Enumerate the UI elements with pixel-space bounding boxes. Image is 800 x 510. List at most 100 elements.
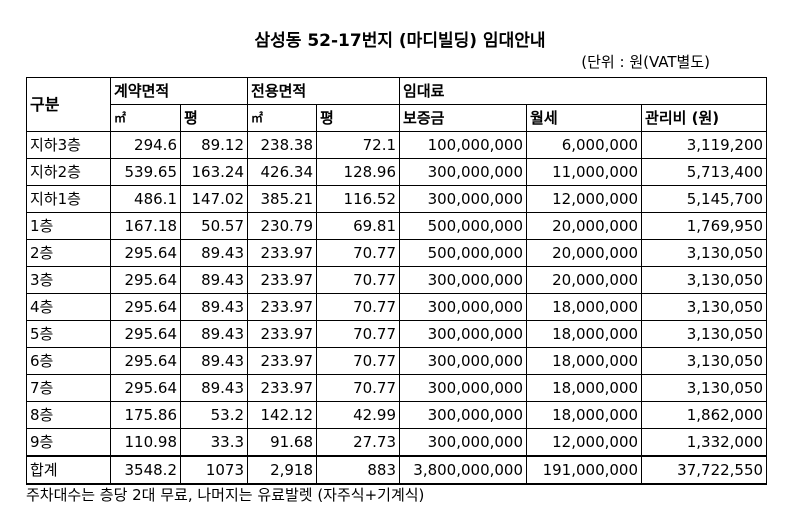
cell-monthly-rent: 11,000,000: [526, 158, 643, 186]
cell-contract-m2: 175.86: [110, 401, 181, 429]
cell-monthly-rent: 20,000,000: [526, 212, 643, 240]
header-row-groups: 구분 계약면적 전용면적 임대료: [26, 77, 768, 132]
header-management-fee: 관리비 (원): [641, 104, 768, 132]
table-row: 지하3층 294.6 89.12 238.38 72.1 100,000,000 6,000…: [26, 131, 768, 159]
cell-exclusive-m2: 233.97: [247, 266, 318, 294]
cell-exclusive-m2: 2,918: [247, 455, 318, 485]
cell-management-fee: 3,130,050: [641, 293, 768, 321]
cell-contract-pyeong: 50.57: [179, 212, 249, 240]
cell-management-fee: 5,713,400: [641, 158, 768, 186]
cell-floor: 2층: [26, 239, 111, 267]
cell-exclusive-pyeong: 69.81: [316, 212, 401, 240]
cell-deposit: 300,000,000: [399, 266, 528, 294]
cell-floor: 지하2층: [26, 158, 111, 186]
cell-contract-m2: 295.64: [110, 239, 181, 267]
cell-contract-pyeong: 89.43: [179, 293, 249, 321]
cell-contract-m2: 295.64: [110, 266, 181, 294]
cell-contract-pyeong: 89.43: [179, 266, 249, 294]
cell-exclusive-pyeong: 70.77: [316, 239, 401, 267]
cell-contract-pyeong: 147.02: [179, 185, 249, 213]
header-exclusive-area: 전용면적: [247, 77, 401, 105]
table-row: 7층 295.64 89.43 233.97 70.77 300,000,000 18,00…: [26, 374, 768, 402]
cell-deposit: 300,000,000: [399, 293, 528, 321]
header-contract-m2: ㎡: [110, 104, 181, 132]
cell-contract-m2: 3548.2: [110, 455, 181, 485]
cell-deposit: 300,000,000: [399, 158, 528, 186]
cell-floor: 9층: [26, 428, 111, 457]
cell-contract-m2: 295.64: [110, 293, 181, 321]
cell-floor: 6층: [26, 347, 111, 375]
cell-exclusive-pyeong: 883: [316, 455, 401, 485]
cell-deposit: 300,000,000: [399, 185, 528, 213]
cell-contract-m2: 486.1: [110, 185, 181, 213]
header-contract-area: 계약면적: [109, 77, 249, 105]
cell-management-fee: 3,130,050: [641, 239, 768, 267]
cell-contract-pyeong: 89.43: [179, 239, 249, 267]
cell-management-fee: 3,130,050: [641, 320, 768, 348]
cell-exclusive-m2: 385.21: [247, 185, 318, 213]
total-row: 합계 3548.2 1073 2,918 883 3,800,000,000 191,000…: [26, 455, 768, 485]
table-row: 5층 295.64 89.43 233.97 70.77 300,000,000 18,00…: [26, 320, 768, 348]
header-exclusive-pyeong: 평: [316, 104, 401, 132]
cell-monthly-rent: 18,000,000: [526, 374, 643, 402]
cell-exclusive-pyeong: 70.77: [316, 320, 401, 348]
cell-exclusive-m2: 233.97: [247, 347, 318, 375]
cell-monthly-rent: 20,000,000: [526, 266, 643, 294]
cell-management-fee: 3,130,050: [641, 347, 768, 375]
cell-contract-m2: 167.18: [110, 212, 181, 240]
cell-floor: 합계: [26, 455, 111, 485]
cell-management-fee: 1,769,950: [641, 212, 768, 240]
header-row-units: ㎡ 평 ㎡ 평 보증금 월세 관리비 (원): [27, 104, 768, 132]
cell-management-fee: 3,119,200: [641, 131, 768, 159]
table-row: 3층 295.64 89.43 233.97 70.77 300,000,000 20,00…: [26, 266, 768, 294]
cell-exclusive-m2: 233.97: [247, 239, 318, 267]
cell-monthly-rent: 18,000,000: [526, 320, 643, 348]
cell-monthly-rent: 6,000,000: [526, 131, 643, 159]
cell-deposit: 500,000,000: [399, 239, 528, 267]
cell-monthly-rent: 12,000,000: [526, 428, 643, 457]
cell-floor: 5층: [26, 320, 111, 348]
cell-floor: 지하1층: [26, 185, 111, 213]
cell-management-fee: 37,722,550: [641, 455, 768, 485]
cell-exclusive-pyeong: 27.73: [316, 428, 401, 457]
header-monthly-rent: 월세: [526, 104, 643, 132]
cell-exclusive-pyeong: 128.96: [316, 158, 401, 186]
unit-note: (단위 : 원(VAT별도): [581, 53, 710, 71]
cell-deposit: 300,000,000: [399, 401, 528, 429]
cell-contract-m2: 295.64: [110, 374, 181, 402]
cell-deposit: 300,000,000: [399, 428, 528, 457]
cell-monthly-rent: 18,000,000: [526, 293, 643, 321]
lease-table: 구분 계약면적 전용면적 임대료 ㎡ 평 ㎡ 평 보증금 월세 관리비 (원) …: [26, 77, 768, 485]
table-row: 4층 295.64 89.43 233.97 70.77 300,000,000 18,00…: [26, 293, 768, 321]
page-title: 삼성동 52-17번지 (마디빌딩) 임대안내: [254, 31, 546, 51]
cell-contract-pyeong: 89.12: [179, 131, 249, 159]
cell-floor: 1층: [26, 212, 111, 240]
cell-deposit: 300,000,000: [399, 347, 528, 375]
cell-deposit: 300,000,000: [399, 374, 528, 402]
table-row: 지하1층 486.1 147.02 385.21 116.52 300,000,000 12…: [26, 185, 768, 213]
cell-management-fee: 3,130,050: [641, 266, 768, 294]
cell-contract-m2: 295.64: [110, 320, 181, 348]
cell-exclusive-m2: 426.34: [247, 158, 318, 186]
cell-floor: 3층: [26, 266, 111, 294]
cell-floor: 7층: [26, 374, 111, 402]
cell-monthly-rent: 18,000,000: [526, 401, 643, 429]
cell-contract-pyeong: 1073: [179, 455, 249, 485]
cell-contract-pyeong: 89.43: [179, 320, 249, 348]
header-contract-pyeong: 평: [179, 104, 249, 132]
table-row: 8층 175.86 53.2 142.12 42.99 300,000,000 18,000…: [26, 401, 768, 429]
header-rent: 임대료: [399, 77, 768, 105]
cell-exclusive-pyeong: 70.77: [316, 374, 401, 402]
cell-floor: 8층: [26, 401, 111, 429]
cell-contract-pyeong: 89.43: [179, 374, 249, 402]
cell-monthly-rent: 191,000,000: [526, 455, 643, 485]
cell-deposit: 3,800,000,000: [399, 455, 528, 485]
cell-contract-pyeong: 89.43: [179, 347, 249, 375]
cell-exclusive-pyeong: 72.1: [316, 131, 401, 159]
cell-deposit: 300,000,000: [399, 320, 528, 348]
cell-management-fee: 1,862,000: [641, 401, 768, 429]
cell-management-fee: 1,332,000: [641, 428, 768, 457]
cell-contract-m2: 294.6: [110, 131, 181, 159]
cell-exclusive-m2: 233.97: [247, 320, 318, 348]
header-exclusive-m2: ㎡: [247, 104, 318, 132]
